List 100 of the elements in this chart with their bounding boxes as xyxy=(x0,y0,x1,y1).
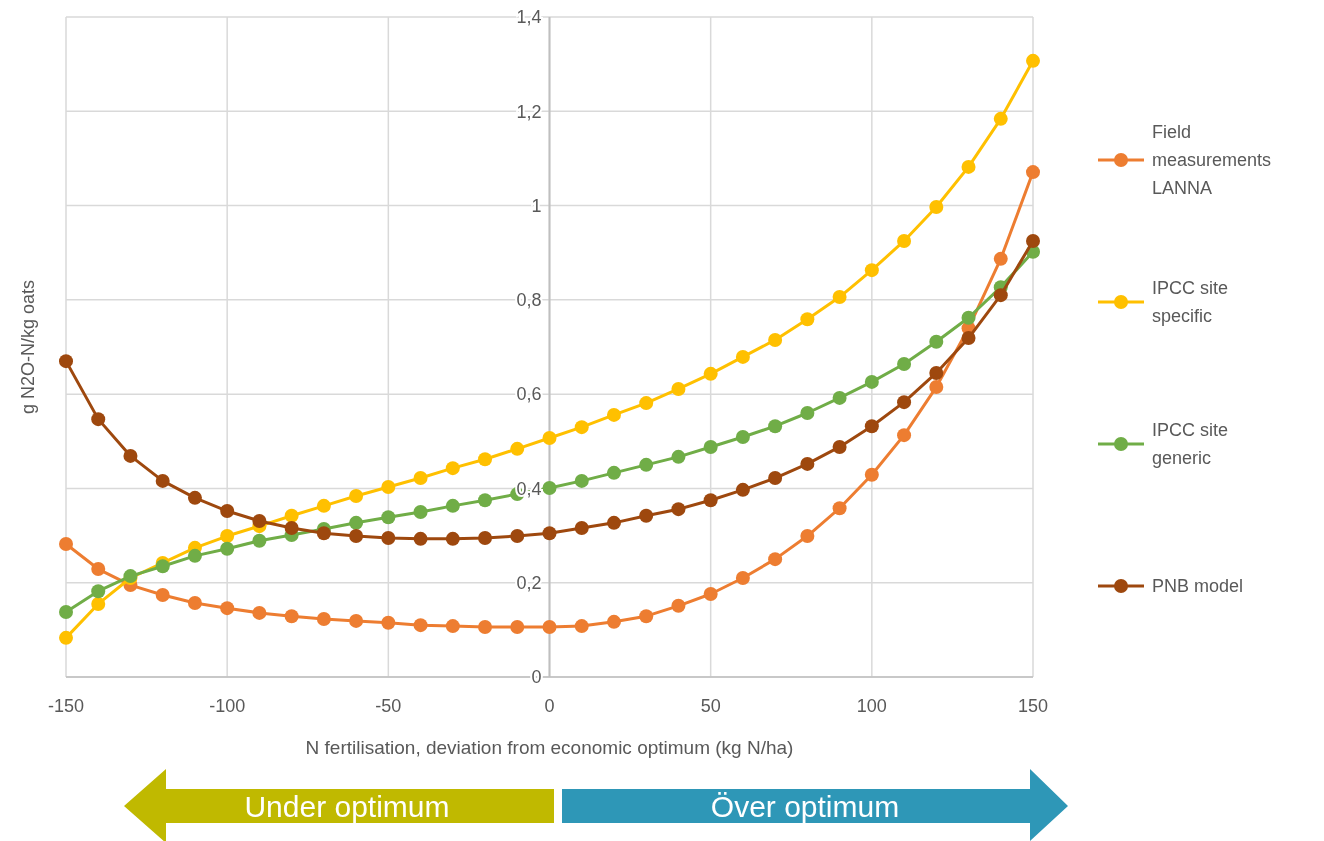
point xyxy=(897,428,912,443)
point xyxy=(316,498,331,513)
point xyxy=(639,396,654,411)
point xyxy=(381,615,396,630)
y-tick-label: 0,2 xyxy=(516,573,542,594)
point xyxy=(445,531,460,546)
point xyxy=(735,349,750,364)
point xyxy=(155,473,170,488)
text: Över optimum xyxy=(710,790,900,823)
point xyxy=(703,366,718,381)
point xyxy=(832,501,847,516)
point xyxy=(671,449,686,464)
x-tick-label: -100 xyxy=(209,696,246,716)
point xyxy=(864,419,879,434)
point xyxy=(542,480,557,495)
legend-label: PNB model xyxy=(1152,576,1244,596)
point xyxy=(800,456,815,471)
point xyxy=(413,471,428,486)
point xyxy=(832,439,847,454)
point xyxy=(993,251,1008,266)
point xyxy=(220,541,235,556)
point xyxy=(284,609,299,624)
x-tick-label: 150 xyxy=(1017,696,1049,716)
point xyxy=(381,480,396,495)
point xyxy=(252,605,267,620)
point xyxy=(220,601,235,616)
point xyxy=(510,441,525,456)
point xyxy=(961,159,976,174)
point xyxy=(413,505,428,519)
point xyxy=(961,331,976,346)
x-tick-label: 0 xyxy=(544,696,555,716)
point xyxy=(413,531,428,546)
point xyxy=(478,620,493,635)
point xyxy=(1026,165,1040,180)
point xyxy=(381,510,396,525)
y-tick-label: 1,2 xyxy=(516,101,542,122)
point xyxy=(832,290,847,305)
point xyxy=(220,504,235,519)
point xyxy=(671,381,686,396)
point xyxy=(832,390,847,405)
point xyxy=(897,233,912,248)
point xyxy=(800,529,815,544)
point xyxy=(961,310,976,325)
point xyxy=(606,407,621,422)
point xyxy=(574,619,589,634)
point xyxy=(864,467,879,482)
y-tick-label: 1,4 xyxy=(516,7,542,28)
point xyxy=(800,312,815,327)
point xyxy=(155,559,170,574)
legend-label: Field measurements LANNA xyxy=(1152,122,1272,198)
point xyxy=(478,493,493,508)
point xyxy=(220,529,235,544)
point xyxy=(59,604,73,619)
point xyxy=(187,548,202,563)
legend-label: IPCC site specific xyxy=(1152,278,1229,326)
point xyxy=(574,420,589,435)
point xyxy=(510,620,525,635)
point xyxy=(187,490,202,505)
point xyxy=(59,354,73,369)
point xyxy=(316,612,331,627)
y-tick-label: 0,8 xyxy=(516,290,542,311)
point xyxy=(1026,53,1040,68)
point xyxy=(929,199,944,214)
point xyxy=(800,406,815,420)
point xyxy=(59,537,73,552)
point xyxy=(91,562,106,577)
x-tick-label: 100 xyxy=(856,696,887,716)
point xyxy=(349,529,364,544)
point xyxy=(445,619,460,634)
point xyxy=(768,552,783,567)
point xyxy=(993,288,1008,303)
point xyxy=(864,374,879,389)
point xyxy=(91,596,106,611)
point xyxy=(91,584,106,599)
point xyxy=(252,513,267,528)
point xyxy=(510,529,525,544)
point xyxy=(639,609,654,624)
y-tick-label: 1 xyxy=(531,195,542,216)
point xyxy=(768,332,783,347)
point xyxy=(671,598,686,613)
point xyxy=(445,461,460,476)
point xyxy=(1026,233,1040,248)
point xyxy=(349,488,364,503)
point xyxy=(349,515,364,530)
point xyxy=(478,530,493,545)
point xyxy=(606,465,621,480)
point xyxy=(735,430,750,445)
point xyxy=(316,526,331,541)
point xyxy=(768,471,783,486)
point xyxy=(284,508,299,523)
point xyxy=(897,395,912,410)
point xyxy=(703,439,718,454)
point xyxy=(768,419,783,434)
point xyxy=(703,587,718,602)
y-axis-title: g N2O-N/kg oats xyxy=(18,279,38,415)
point xyxy=(703,493,718,508)
x-axis-title: N fertilisation, deviation from economic optimum (kg N/ha) xyxy=(305,737,794,758)
text: Under optimum xyxy=(244,790,450,823)
point xyxy=(993,111,1008,126)
point xyxy=(929,365,944,380)
